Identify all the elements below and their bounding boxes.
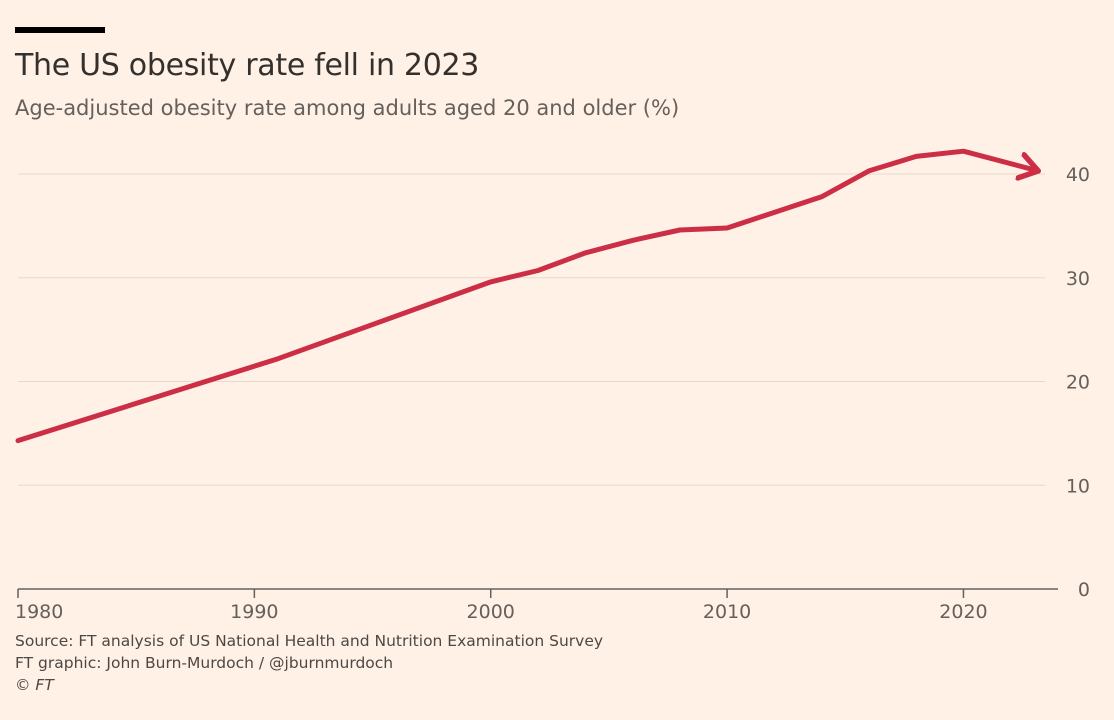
axis-layer [17, 588, 1058, 598]
y-tick-label-10: 10 [1066, 475, 1090, 497]
chart-title: The US obesity rate fell in 2023 [15, 48, 480, 83]
copyright-note: © FT [15, 676, 54, 694]
y-tick-label-30: 30 [1066, 268, 1090, 290]
y-tick-label-40: 40 [1066, 164, 1090, 186]
x-tick-label-1990: 1990 [230, 601, 278, 623]
data-point-2000 [488, 279, 493, 284]
chart-subtitle: Age-adjusted obesity rate among adults a… [15, 96, 680, 120]
data-point-2010 [725, 226, 730, 231]
data-point-1980 [16, 438, 21, 443]
x-tick-label-2010: 2010 [703, 601, 751, 623]
source-note: Source: FT analysis of US National Healt… [15, 632, 604, 650]
data-point-2016 [866, 168, 871, 173]
series-layer [15, 148, 1037, 444]
graphic-credit: FT graphic: John Burn-Murdoch / @jburnmu… [15, 654, 394, 672]
data-point-2006 [630, 238, 635, 243]
data-point-2008 [677, 228, 682, 233]
ft-top-bar [15, 27, 105, 33]
data-point-2023 [1032, 167, 1037, 172]
grid-layer [18, 173, 1045, 486]
y-tick-label-20: 20 [1066, 372, 1090, 394]
x-tick-label-1980: 1980 [15, 601, 63, 623]
tick-label-layer: 0 10 20 30 40 1980 1990 2000 2010 2020 [15, 164, 1090, 623]
data-point-2012 [772, 210, 777, 215]
data-point-2018 [914, 154, 919, 159]
x-tick-label-2020: 2020 [939, 601, 987, 623]
chart-footer: Source: FT analysis of US National Healt… [15, 630, 603, 696]
data-point-2002 [536, 268, 541, 273]
series-line-obesity-rate [15, 148, 1034, 444]
data-point-2014 [819, 194, 824, 199]
data-point-2020 [961, 149, 966, 154]
data-point-1991 [276, 356, 281, 361]
x-tick-label-2000: 2000 [467, 601, 515, 623]
data-point-2004 [583, 250, 588, 255]
y-tick-label-0: 0 [1078, 579, 1090, 601]
